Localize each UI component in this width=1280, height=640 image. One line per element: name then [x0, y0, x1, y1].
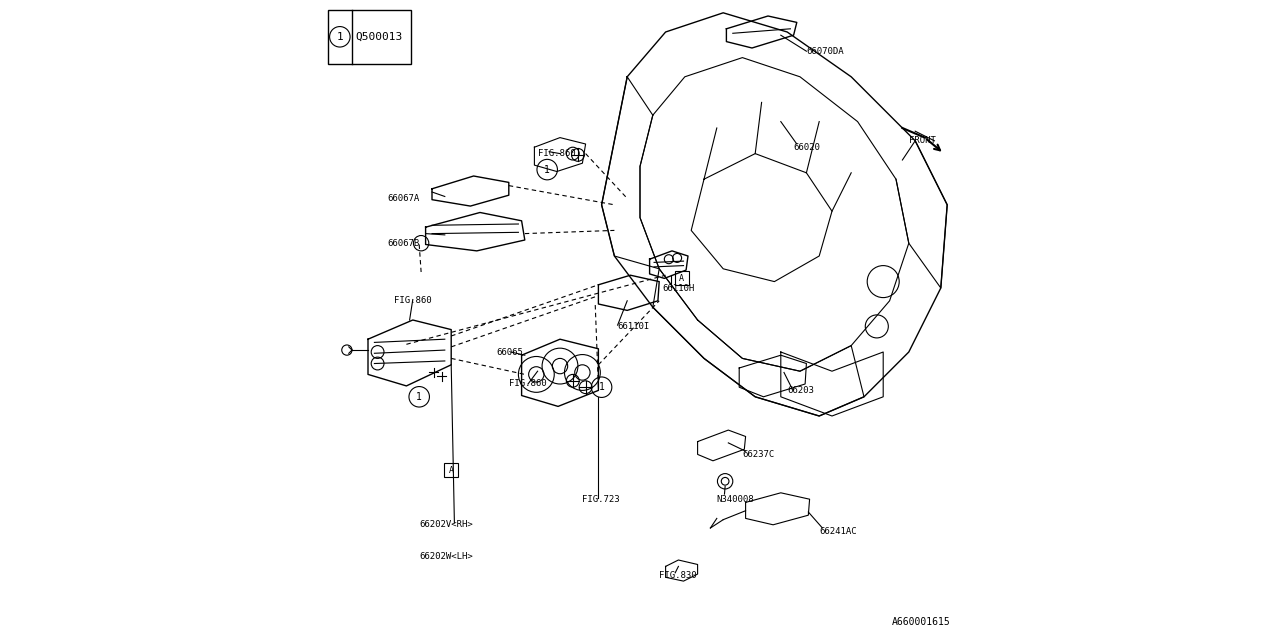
Text: FRONT: FRONT	[909, 136, 936, 145]
Text: FIG.723: FIG.723	[582, 495, 620, 504]
Bar	[444, 463, 458, 477]
Text: 66110H: 66110H	[663, 284, 695, 292]
Text: 66202W<LH>: 66202W<LH>	[420, 552, 472, 561]
Text: 1: 1	[599, 382, 604, 392]
Text: 66110I: 66110I	[618, 322, 650, 331]
Text: A: A	[680, 274, 684, 283]
Text: 1: 1	[337, 32, 343, 42]
Text: 66067B: 66067B	[387, 239, 420, 248]
Text: N340008: N340008	[717, 495, 754, 504]
Text: 66020: 66020	[794, 143, 820, 152]
Text: 66237C: 66237C	[742, 450, 774, 459]
Bar	[328, 10, 411, 64]
Text: Q500013: Q500013	[356, 32, 402, 42]
Text: A660001615: A660001615	[892, 617, 950, 627]
Text: FIG.860: FIG.860	[508, 380, 547, 388]
Text: 66070DA: 66070DA	[806, 47, 844, 56]
Text: FIG.860: FIG.860	[394, 296, 431, 305]
Text: FIG.830: FIG.830	[659, 572, 696, 580]
Text: 66202V<RH>: 66202V<RH>	[420, 520, 472, 529]
Text: 1: 1	[416, 392, 422, 402]
Text: A: A	[449, 466, 453, 475]
Text: 66065: 66065	[497, 348, 522, 356]
Text: 1: 1	[544, 164, 550, 175]
Text: 66241AC: 66241AC	[819, 527, 856, 536]
Text: FIG.860: FIG.860	[538, 149, 575, 158]
Bar	[675, 271, 689, 285]
Text: 66067A: 66067A	[387, 194, 420, 203]
Text: 66203: 66203	[787, 386, 814, 395]
